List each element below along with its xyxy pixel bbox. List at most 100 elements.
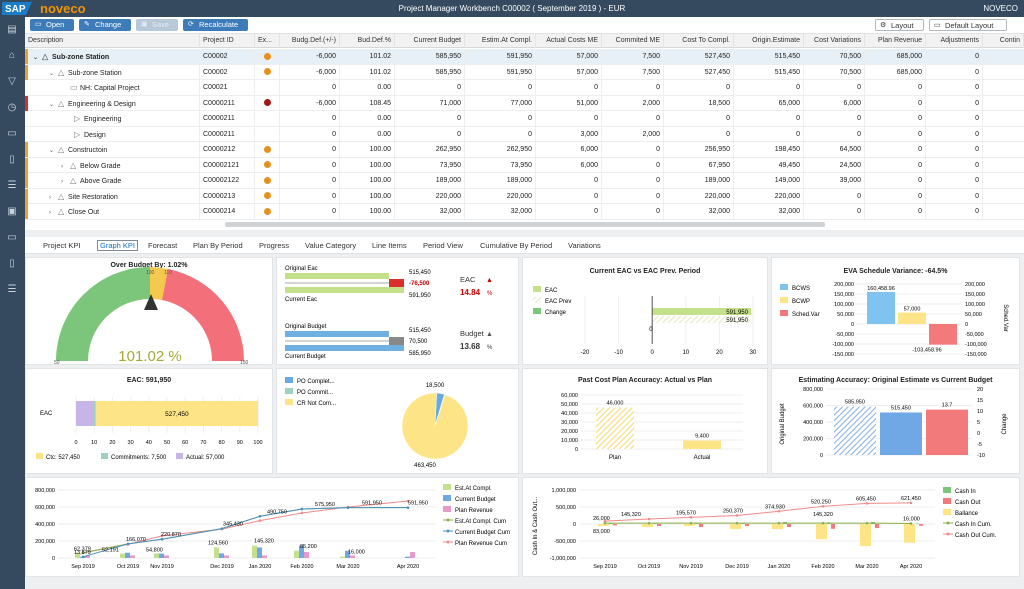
expand-toggle-icon[interactable]: › [49,194,51,201]
column-header[interactable]: Project ID [200,34,255,48]
gauge-green-arc [56,267,150,361]
tab-progress[interactable]: Progress [259,241,290,250]
default-layout-button[interactable]: ▭ Default Layout [929,19,1007,31]
column-header[interactable]: Contin [983,34,1024,48]
gauge-tick-100: 100 [146,270,155,276]
row-description: › △ Site Restoration [25,188,200,204]
table-row[interactable]: › △ Above Grade C00002122 0 100.00 189,000 189,… [25,173,1024,189]
table-row[interactable]: ⌄ △ Sub-zone Station C00002 -6,000 101.02 585,… [25,64,1024,80]
menu-icon[interactable]: ☰ [7,284,17,295]
x-tick-label: Feb 2020 [811,564,834,570]
eva-schedule-chart: 200,000 200,000 150,000 150,000 100,000 100,0… [780,282,1008,358]
tab-variations[interactable]: Variations [568,241,601,250]
tab-plan-by-period[interactable]: Plan By Period [193,241,243,250]
open-button[interactable]: ▭ Open [30,19,74,31]
row-value: 77,000 [465,95,536,111]
row-value: 0 [804,204,865,219]
row-value: 0 [280,157,340,173]
column-header[interactable]: Cost Variations [804,34,865,48]
data-label: 160,458.96 [867,286,895,292]
row-description: ⌄ △ Engineering & Design [25,95,200,111]
table-row[interactable]: ⌄ △ Engineering & Design C0000211 -6,000 108.… [25,95,1024,111]
column-header[interactable]: Description [25,34,200,48]
table-row[interactable]: › △ Close Out C0000214 0 100.00 32,000 32,000 0 0… [25,204,1024,220]
past-cost-accuracy-chart: 60,000 50,000 40,000 30,000 20,000 10,000 0 46,… [561,393,743,461]
y-tick-label: 60,000 [561,393,578,399]
bar-current-budget [405,556,410,558]
column-header[interactable]: Commited ME [602,34,664,48]
recalculate-button[interactable]: ⟳ Recalculate [183,19,248,31]
column-header[interactable]: Cost To Compl. [664,34,734,48]
row-value: 220,000 [395,188,465,204]
filter-icon[interactable]: ▽ [8,76,16,87]
folder-icon[interactable]: ▭ [7,232,17,243]
list-icon[interactable]: ☰ [7,180,17,191]
table-row[interactable]: ▭ NH: Capital Project C00021 0 0.00 0 0 0 0 0 0 0 0 0 [25,80,1024,96]
legend-dot [946,532,950,536]
column-header[interactable]: Estim.At Compl. [465,34,536,48]
row-value: 527,450 [664,49,734,64]
original-budget-label: Original Budget [285,324,327,330]
table-row[interactable]: ⌄ △ Constructoin C0000212 0 100.00 262,950 262,… [25,142,1024,158]
row-project-id: C00002122 [200,173,255,188]
row-value: 0.00 [340,111,395,126]
tab-graph-kpi[interactable]: Graph KPI [97,240,139,251]
column-header[interactable]: Actual Costs ME [536,34,602,48]
x-tick-label: Nov 2019 [150,564,174,570]
tab-forecast[interactable]: Forecast [148,241,178,250]
row-value: 0 [536,80,602,95]
data-label: 52,191 [102,548,119,554]
notes-icon[interactable]: ▯ [9,258,15,269]
column-header[interactable]: Current Budget [395,34,465,48]
expand-toggle-icon[interactable]: ⌄ [33,55,39,61]
line-cash-in-cum-point [865,521,869,525]
layout-button[interactable]: ⚙ Layout [875,19,924,31]
expand-toggle-icon[interactable]: › [61,179,63,185]
document-icon[interactable]: ▯ [9,154,15,165]
tab-line-items[interactable]: Line Items [372,241,407,250]
column-header[interactable]: Origin.Estimate [734,34,804,48]
row-value: 0 [280,80,340,95]
x-tick-label: 20 [109,440,115,446]
column-header[interactable]: Plan Revenue [865,34,926,48]
y-tick-label: 100,000 [834,302,854,308]
home-icon[interactable]: ▤ [7,24,17,35]
y-tick-label: 600,000 [35,505,55,511]
table-row[interactable]: › △ Site Restoration C0000213 0 100.00 220,000… [25,188,1024,204]
column-header[interactable]: Bud.Def.% [340,34,395,48]
expand-toggle-icon[interactable]: ⌄ [49,70,55,77]
clock-icon[interactable]: ◷ [7,102,17,113]
column-header[interactable]: Adjustments [926,34,983,48]
tab-cumulative-by-period[interactable]: Cumulative By Period [480,241,553,250]
wallet-icon[interactable]: ▭ [7,128,17,139]
data-label: 591,950 [726,318,748,324]
archive-icon[interactable]: ▣ [7,206,17,217]
save-button[interactable]: ▣ Save [136,19,178,31]
line-cash-out-cum [604,502,912,522]
horizontal-scrollbar[interactable] [225,222,825,227]
tab-project-kpi[interactable]: Project KPI [43,241,81,250]
table-row[interactable]: ⌄ △ Sub-zone Station C00002 -6,000 101.02 585,… [25,49,1024,65]
row-name: Sub-zone Station [52,54,110,61]
table-row[interactable]: › △ Below Grade C00002121 0 100.00 73,950 73,95… [25,157,1024,173]
bar-plan-revenue [350,555,355,558]
expand-toggle-icon[interactable]: ⌄ [49,148,55,154]
row-description: ⌄ △ Sub-zone Station [25,49,200,64]
expand-toggle-icon[interactable]: ⌄ [49,101,55,108]
expand-toggle-icon[interactable]: › [61,163,63,170]
table-row[interactable]: ▷ Engineering C0000211 0 0.00 0 0 0 0 0 0 0 0 0 [25,111,1024,127]
table-row[interactable]: ▷ Design C0000211 0 0.00 0 0 3,000 2,000 0 0 0 0 0 [25,126,1024,142]
tab-value-category[interactable]: Value Category [305,241,357,250]
row-value: 0 [395,80,465,95]
y2-tick-label: 10 [977,409,983,415]
row-value: 101.02 [340,49,395,64]
gauge-max: 150 [240,360,249,366]
change-button[interactable]: ✎ Change [79,19,131,31]
row-value: 0 [536,188,602,204]
cart-icon[interactable]: ⌂ [8,50,16,61]
column-header[interactable]: Budg.Def.(+/-) [280,34,340,48]
column-header[interactable]: Ex... [255,34,280,48]
expand-toggle-icon[interactable]: › [49,210,51,216]
tab-period-view[interactable]: Period View [423,241,463,250]
